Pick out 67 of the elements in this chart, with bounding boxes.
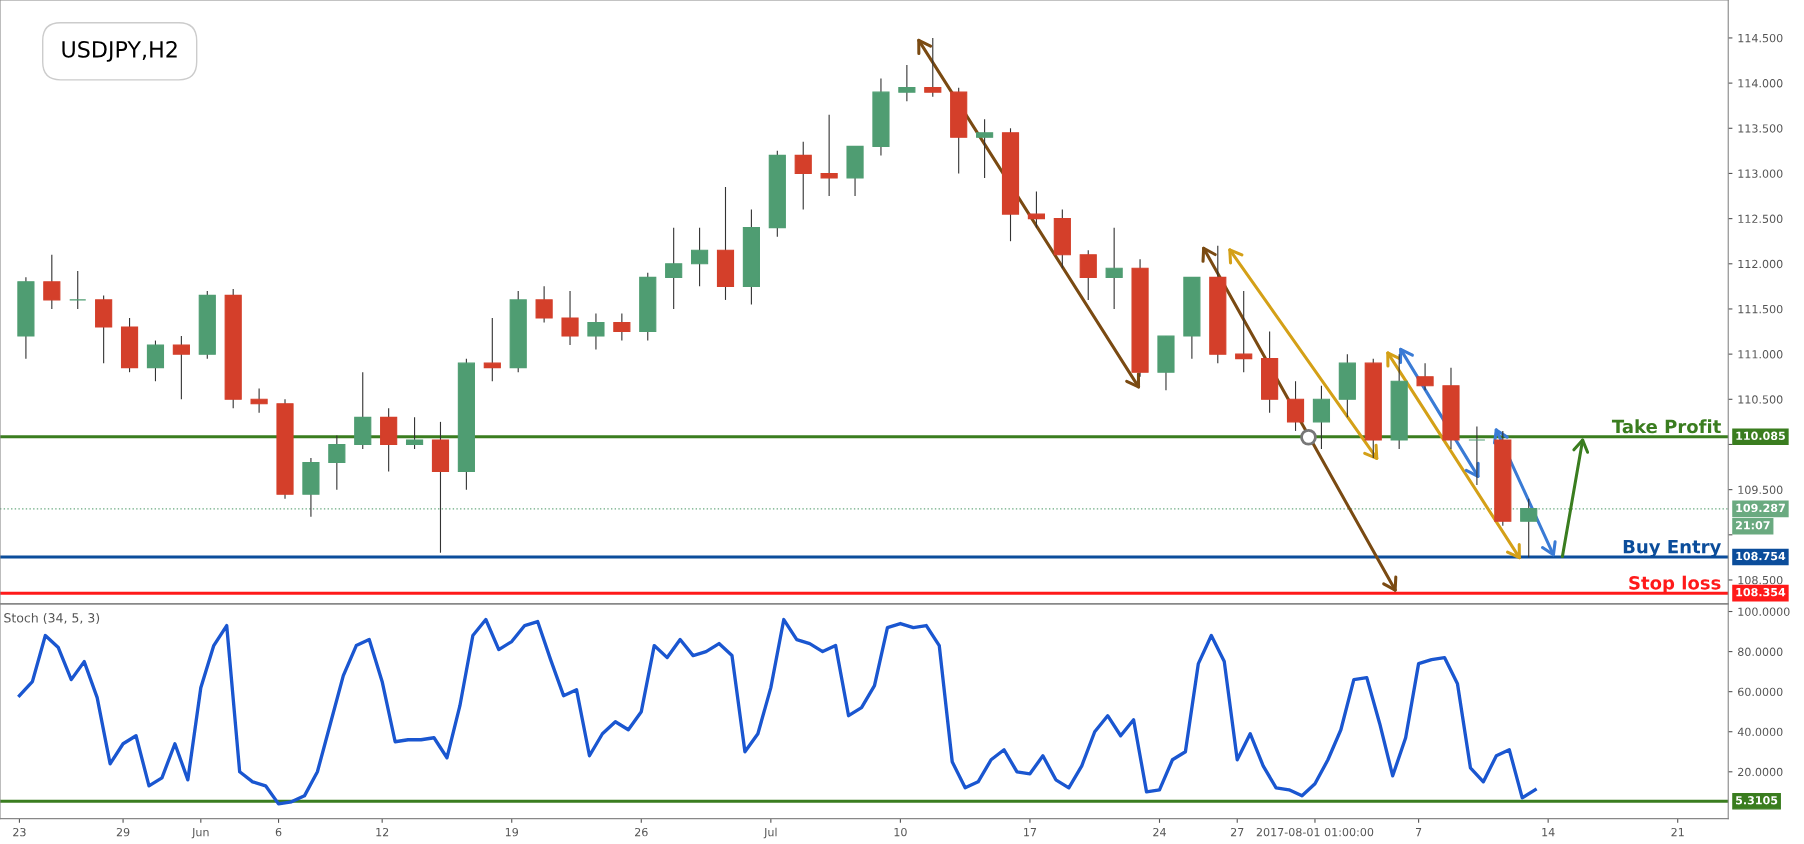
candlestick [561,290,579,346]
x-tick-label: 19 [505,827,519,837]
candlestick [794,141,812,211]
y-tick-label: 113.000 [1738,169,1783,178]
y-tick-label: 112.500 [1738,214,1783,223]
x-tick-label: Jul [763,827,777,839]
y-tick-label: 100.0000 [1738,607,1790,616]
annotation: 5.3105 [1736,796,1778,805]
candlestick [1416,362,1434,391]
candlestick [587,312,605,351]
text: 108.354 [1736,587,1786,597]
y-tick-label: 109.500 [1738,485,1783,495]
x-tick-label: 6 [275,827,282,837]
x-tick-label: 2017-08-01 01:00:00 [1256,827,1374,837]
x-tick-label: 17 [1024,828,1037,837]
ref-line-label: Stop loss [1629,575,1721,594]
x-tick-label: 23 [13,827,26,837]
x-tick-label: 24 [1153,827,1166,837]
x-tick-label: 12 [376,827,389,837]
candlestick [1312,385,1331,450]
y-tick-label: 112.000 [1738,259,1783,269]
x-tick-label: 27 [1230,827,1244,837]
y-tick-label: 60.0000 [1738,687,1783,697]
candlestick [328,434,346,491]
candlestick [1027,190,1046,229]
x-tick-label: 10 [894,827,907,837]
y-tick-label: 111.500 [1738,304,1783,314]
text: USDJPY,H2 [62,40,177,62]
candlestick [1235,290,1253,373]
candlestick [1079,249,1097,301]
candlestick [820,114,838,197]
candlestick [146,340,165,382]
x-tick-label: Jun [191,828,209,839]
y-tick-label: 20.0000 [1738,767,1783,777]
candlestick [976,118,994,179]
y-tick-label: 40.0000 [1737,727,1783,737]
candlestick [613,312,631,342]
y-tick-label: 80.0000 [1738,647,1783,656]
candlestick [1286,380,1305,432]
x-tick-label: 7 [1415,828,1422,837]
candlestick [405,416,424,450]
candlestick [250,387,268,414]
text: 21:07 [1736,521,1770,530]
y-tick-label: 110.500 [1738,395,1783,404]
x-tick-label: 21 [1671,827,1684,837]
candlestick [69,270,87,310]
y-tick-label: 113.500 [1738,124,1783,133]
text: 110.085 [1736,431,1785,441]
x-tick-label: 26 [635,827,648,837]
ref-line-label: Take Profit [1611,419,1721,434]
candlestick [535,285,553,324]
x-tick-label: 14 [1542,828,1555,837]
x-tick-label: 29 [116,827,130,837]
candlestick [43,254,61,310]
text: 108.754 [1736,551,1786,561]
text: Stoch (34, 5, 3) [4,612,100,625]
candlestick [172,335,190,400]
candlestick [690,227,709,287]
candlestick [665,227,683,310]
candlestick [1105,227,1123,310]
y-tick-label: 114.000 [1738,79,1783,88]
y-tick-label: 114.500 [1738,33,1783,43]
ref-line-label: Buy Entry [1623,539,1721,558]
candlestick [898,64,916,102]
y-tick-label: 111.000 [1738,350,1783,359]
text: 109.287 [1736,503,1785,513]
y-tick-label: 108.500 [1738,575,1783,585]
